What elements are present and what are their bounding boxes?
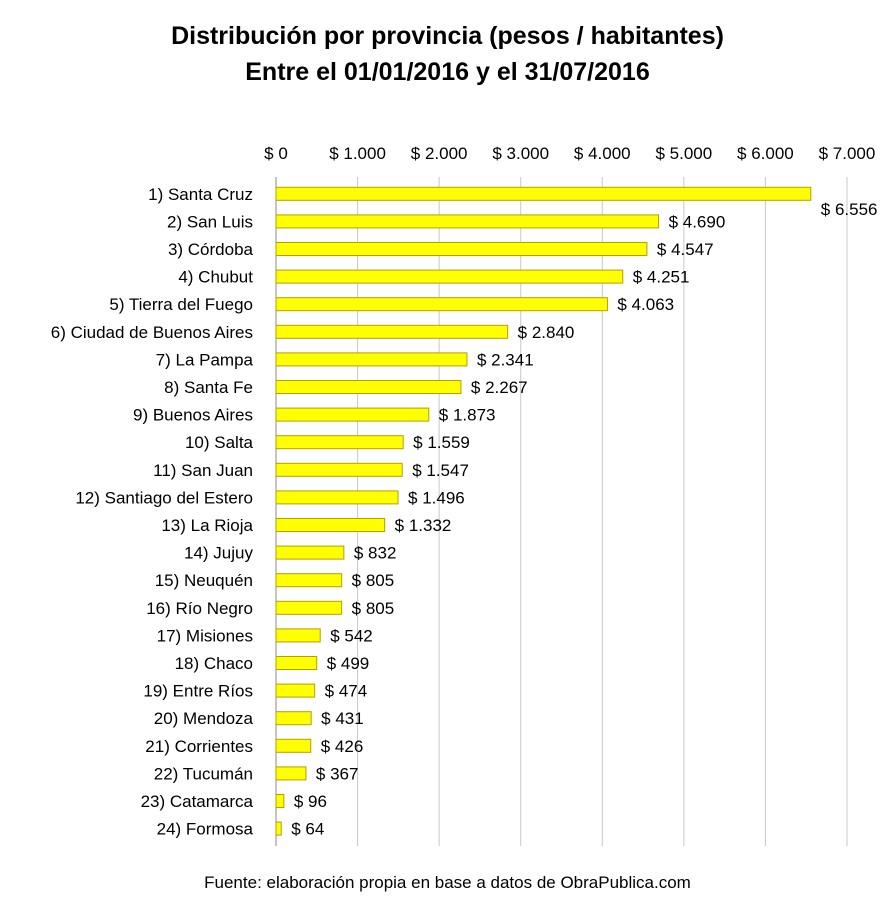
category-label: 19) Entre Ríos: [143, 682, 253, 701]
category-label: 2) San Luis: [167, 212, 253, 231]
bar: [275, 297, 608, 312]
category-label: 6) Ciudad de Buenos Aires: [51, 323, 253, 342]
data-label: $ 499: [327, 654, 370, 673]
category-label: 16) Río Negro: [146, 599, 253, 618]
data-label: $ 96: [294, 792, 327, 811]
category-label: 23) Catamarca: [141, 792, 254, 811]
bar: [275, 242, 648, 256]
data-label: $ 431: [321, 709, 364, 728]
data-label: $ 4.690: [669, 212, 726, 231]
bar: [275, 214, 660, 229]
bar: [275, 462, 403, 477]
bar: [275, 794, 285, 808]
category-label: 5) Tierra del Fuego: [109, 295, 253, 314]
x-tick-label: $ 7.000: [819, 144, 876, 163]
x-tick-label: $ 1.000: [329, 144, 386, 163]
bar: [275, 324, 509, 339]
x-tick-label: $ 4.000: [574, 144, 631, 163]
data-label: $ 542: [330, 626, 373, 645]
category-label: 14) Jujuy: [184, 544, 253, 563]
bar: [275, 435, 404, 450]
category-label: 4) Chubut: [178, 268, 253, 287]
bar: [275, 656, 318, 670]
bar: [275, 573, 343, 588]
bar: [275, 821, 282, 836]
data-label: $ 805: [352, 599, 395, 618]
data-label: $ 1.873: [439, 406, 496, 425]
bar: [275, 407, 430, 422]
data-label: $ 1.547: [412, 461, 469, 480]
data-label: $ 64: [291, 820, 324, 839]
bar: [275, 186, 812, 201]
data-label: $ 426: [321, 737, 364, 756]
data-label: $ 4.063: [617, 295, 674, 314]
bar: [275, 683, 316, 698]
category-label: 9) Buenos Aires: [133, 406, 253, 425]
category-label: 17) Misiones: [157, 626, 253, 645]
category-label: 15) Neuquén: [155, 571, 253, 590]
category-label: 13) La Rioja: [161, 516, 253, 535]
bar: [275, 766, 307, 781]
chart-subtitle: Entre el 01/01/2016 y el 31/07/2016: [245, 58, 650, 86]
data-label: $ 1.332: [395, 516, 452, 535]
category-label: 24) Formosa: [157, 820, 254, 839]
bar: [275, 600, 343, 615]
data-label: $ 367: [316, 764, 359, 783]
source-note: Fuente: elaboración propia en base a dat…: [204, 873, 691, 892]
category-label: 22) Tucumán: [154, 764, 253, 783]
category-label: 21) Corrientes: [145, 737, 253, 756]
category-label: 3) Córdoba: [168, 240, 254, 259]
x-tick-label: $ 6.000: [737, 144, 794, 163]
data-label: $ 1.496: [408, 488, 465, 507]
bar-chart: $ 0 $ 1.000 $ 2.000 $ 3.000 $ 4.000 $ 5.000 $ …: [51, 144, 878, 846]
category-label: 12) Santiago del Estero: [75, 488, 253, 507]
data-label: $ 4.251: [633, 268, 690, 287]
category-label: 10) Salta: [185, 433, 254, 452]
data-label: $ 474: [325, 682, 368, 701]
x-tick-label: $ 3.000: [492, 144, 549, 163]
data-label: $ 2.341: [477, 350, 534, 369]
category-label: 20) Mendoza: [154, 709, 254, 728]
bar: [275, 269, 624, 284]
bar: [275, 545, 345, 560]
data-label: $ 2.267: [471, 378, 528, 397]
bar: [275, 380, 462, 394]
category-label: 1) Santa Cruz: [148, 185, 253, 204]
bar: [275, 738, 312, 753]
x-tick-label: $ 5.000: [655, 144, 712, 163]
category-label: 11) San Juan: [153, 461, 253, 480]
data-label: $ 1.559: [413, 433, 470, 452]
data-label: $ 6.556: [821, 200, 878, 219]
data-label: $ 2.840: [518, 323, 575, 342]
chart-title: Distribución por provincia (pesos / habi…: [171, 22, 724, 50]
bar: [275, 628, 321, 643]
bar: [275, 352, 468, 367]
bar: [275, 490, 399, 505]
x-tick-label: $ 0: [264, 144, 288, 163]
data-label: $ 832: [354, 544, 397, 563]
bar: [275, 711, 312, 726]
category-label: 18) Chaco: [175, 654, 253, 673]
category-label: 7) La Pampa: [156, 350, 254, 369]
category-label: 8) Santa Fe: [164, 378, 253, 397]
x-tick-label: $ 2.000: [411, 144, 468, 163]
data-label: $ 4.547: [657, 240, 714, 259]
bar: [275, 518, 386, 532]
data-label: $ 805: [352, 571, 395, 590]
